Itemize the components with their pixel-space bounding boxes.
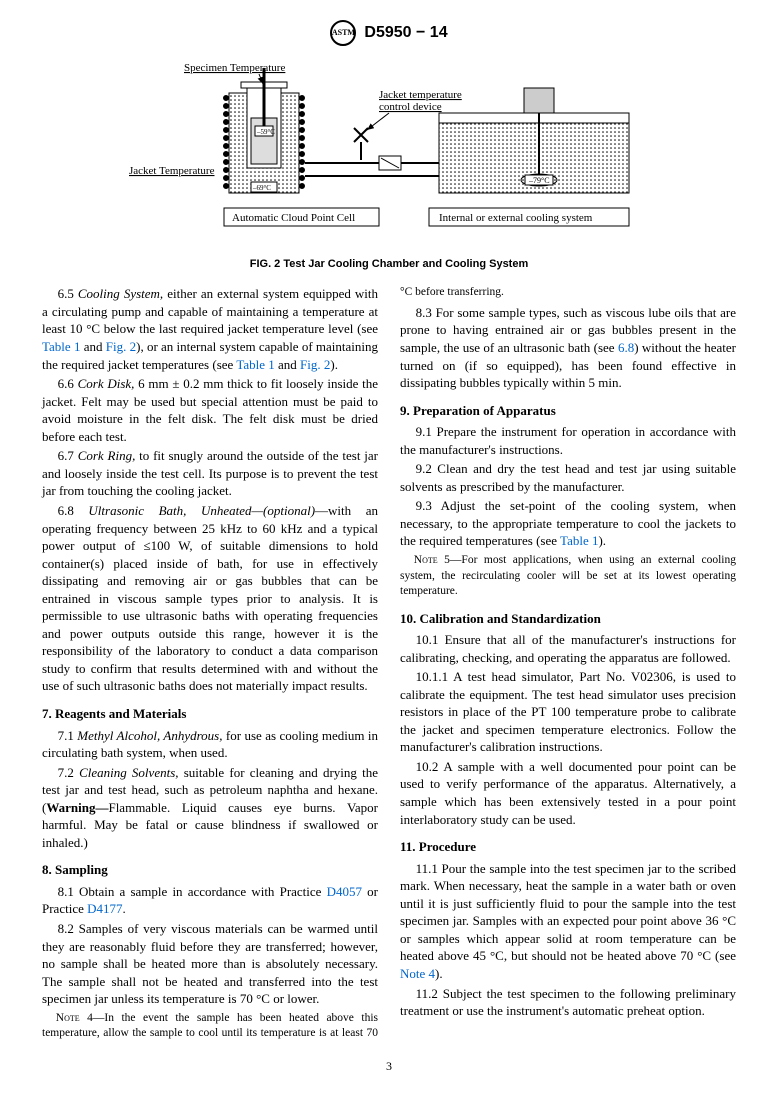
page-header: ASTM D5950 − 14 <box>42 20 736 46</box>
para-6-5: 6.5 Cooling System, either an external s… <box>42 285 378 373</box>
para-9-1: 9.1 Prepare the instrument for operation… <box>400 423 736 458</box>
para-9-2: 9.2 Clean and dry the test head and test… <box>400 460 736 495</box>
link-6-8[interactable]: 6.8 <box>618 340 634 355</box>
link-table-1[interactable]: Table 1 <box>42 339 80 354</box>
section-9-title: 9. Preparation of Apparatus <box>400 402 736 420</box>
figure-2: –79°C –59°C –69°C <box>42 58 736 271</box>
body-columns: 6.5 Cooling System, either an external s… <box>42 285 736 1041</box>
para-8-1: 8.1 Obtain a sample in accordance with P… <box>42 883 378 918</box>
astm-logo: ASTM <box>330 20 356 46</box>
link-note-4[interactable]: Note 4 <box>400 966 435 981</box>
note-5: Note 5—For most applications, when using… <box>400 553 736 600</box>
link-table-1[interactable]: Table 1 <box>560 533 598 548</box>
link-table-1[interactable]: Table 1 <box>236 357 274 372</box>
para-7-1: 7.1 Methyl Alcohol, Anhydrous, for use a… <box>42 727 378 762</box>
svg-text:Automatic Cloud Point Cell: Automatic Cloud Point Cell <box>232 212 355 224</box>
link-fig-2[interactable]: Fig. 2 <box>300 357 330 372</box>
svg-text:Jacket Temperature: Jacket Temperature <box>129 165 215 177</box>
para-8-2: 8.2 Samples of very viscous materials ca… <box>42 920 378 1008</box>
para-7-2: 7.2 Cleaning Solvents, suitable for clea… <box>42 764 378 852</box>
para-6-6: 6.6 Cork Disk, 6 mm ± 0.2 mm thick to fi… <box>42 375 378 445</box>
section-8-title: 8. Sampling <box>42 861 378 879</box>
link-d4057[interactable]: D4057 <box>327 884 362 899</box>
para-8-3: 8.3 For some sample types, such as visco… <box>400 304 736 392</box>
cooling-diagram: –79°C –59°C –69°C <box>129 58 649 248</box>
svg-text:–79°C: –79°C <box>528 176 550 185</box>
para-11-1: 11.1 Pour the sample into the test speci… <box>400 860 736 983</box>
link-d4177[interactable]: D4177 <box>87 901 122 916</box>
para-11-2: 11.2 Subject the test specimen to the fo… <box>400 985 736 1020</box>
para-6-7: 6.7 Cork Ring, to fit snugly around the … <box>42 447 378 500</box>
section-7-title: 7. Reagents and Materials <box>42 705 378 723</box>
para-10-1-1: 10.1.1 A test head simulator, Part No. V… <box>400 668 736 756</box>
svg-text:–59°C: –59°C <box>256 128 275 136</box>
link-fig-2[interactable]: Fig. 2 <box>106 339 136 354</box>
designation-code: D5950 − 14 <box>364 22 447 44</box>
para-10-1: 10.1 Ensure that all of the manufacturer… <box>400 631 736 666</box>
section-11-title: 11. Procedure <box>400 838 736 856</box>
para-10-2: 10.2 A sample with a well documented pou… <box>400 758 736 828</box>
svg-text:–69°C: –69°C <box>252 184 271 192</box>
svg-text:Internal or external cooling s: Internal or external cooling system <box>439 212 593 224</box>
figure-caption: FIG. 2 Test Jar Cooling Chamber and Cool… <box>42 257 736 272</box>
svg-text:Jacket temperature: Jacket temperature <box>379 89 462 101</box>
svg-text:Specimen Temperature: Specimen Temperature <box>184 62 285 74</box>
section-10-title: 10. Calibration and Standardization <box>400 610 736 628</box>
page-number: 3 <box>42 1058 736 1074</box>
para-6-8: 6.8 Ultrasonic Bath, Unheated—(optional)… <box>42 502 378 695</box>
para-9-3: 9.3 Adjust the set-point of the cooling … <box>400 497 736 550</box>
svg-text:control device: control device <box>379 101 442 113</box>
